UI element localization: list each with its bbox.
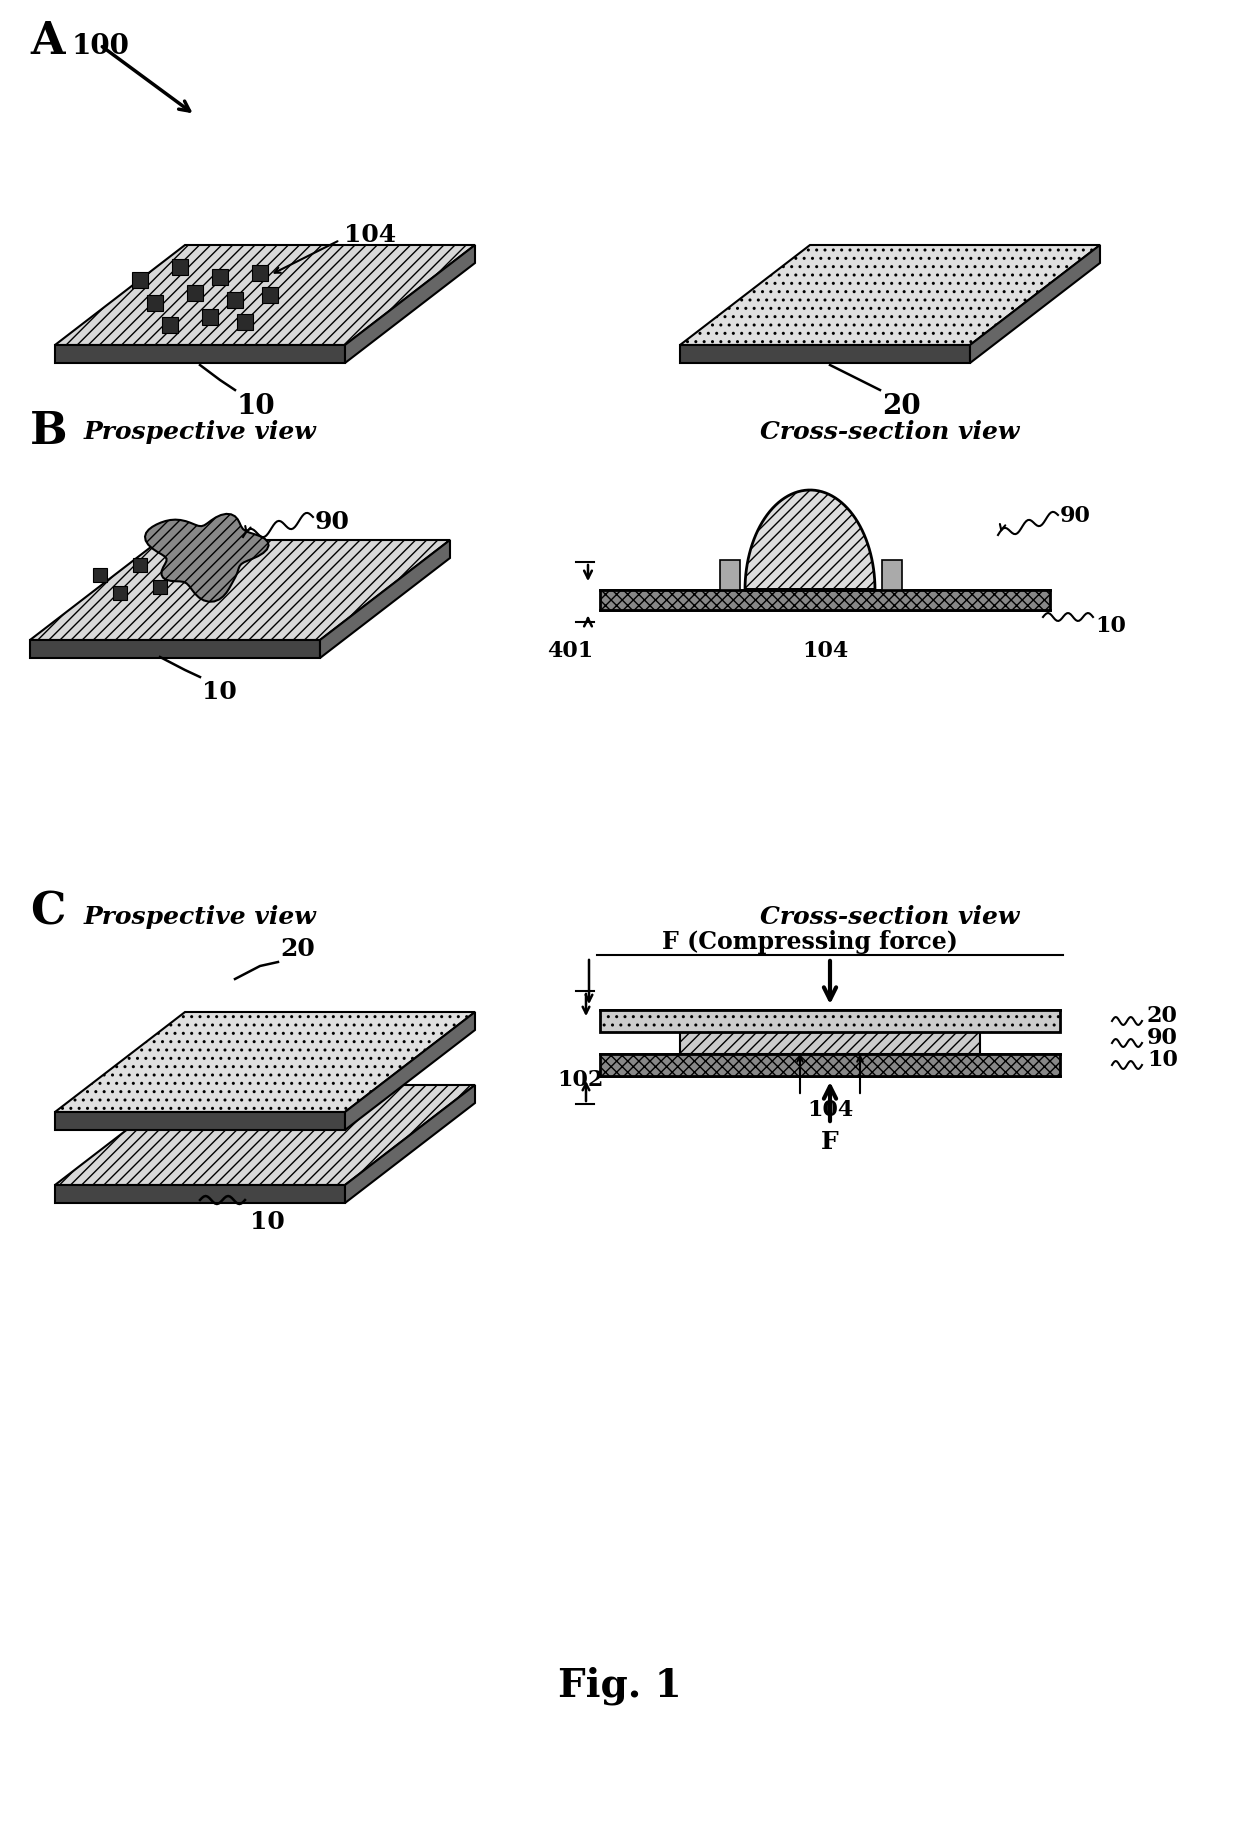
Text: Cross-section view: Cross-section view xyxy=(760,420,1019,443)
Bar xyxy=(720,560,740,589)
Text: 104: 104 xyxy=(343,223,396,246)
Bar xyxy=(227,292,243,308)
Polygon shape xyxy=(970,245,1100,363)
Text: 10: 10 xyxy=(1095,615,1126,637)
Polygon shape xyxy=(680,245,1100,345)
Text: F: F xyxy=(821,1130,839,1153)
Polygon shape xyxy=(55,1086,475,1184)
Text: 90: 90 xyxy=(1147,1027,1178,1049)
Text: 102: 102 xyxy=(558,1068,604,1091)
Bar xyxy=(680,1031,980,1055)
Bar xyxy=(133,558,148,571)
Bar xyxy=(202,308,218,325)
Bar xyxy=(162,318,179,332)
Polygon shape xyxy=(345,1086,475,1203)
Polygon shape xyxy=(55,1013,475,1111)
Bar xyxy=(212,268,228,285)
Text: 10: 10 xyxy=(250,1210,285,1234)
Bar xyxy=(882,560,901,589)
Bar xyxy=(237,314,253,330)
Polygon shape xyxy=(55,1111,345,1130)
Bar xyxy=(600,1009,1060,1031)
Bar xyxy=(252,265,268,281)
Text: 90: 90 xyxy=(1060,506,1091,527)
Polygon shape xyxy=(145,515,269,602)
Polygon shape xyxy=(345,1013,475,1130)
Polygon shape xyxy=(30,540,450,641)
Polygon shape xyxy=(320,540,450,659)
Text: 104: 104 xyxy=(802,641,848,662)
Text: 10: 10 xyxy=(237,392,275,420)
Text: Prospective view: Prospective view xyxy=(83,420,316,443)
Bar xyxy=(262,287,278,303)
Polygon shape xyxy=(55,345,345,363)
Text: B: B xyxy=(30,411,68,453)
Text: F (Compressing force): F (Compressing force) xyxy=(662,931,959,954)
Bar xyxy=(193,562,207,577)
Bar xyxy=(600,589,1050,610)
Text: C: C xyxy=(30,891,66,933)
Text: Cross-section view: Cross-section view xyxy=(760,905,1019,929)
Text: 10: 10 xyxy=(1147,1049,1178,1071)
Text: 10: 10 xyxy=(202,681,237,704)
Text: 90: 90 xyxy=(315,509,350,535)
Bar xyxy=(113,586,126,600)
Polygon shape xyxy=(745,491,875,589)
Text: Fig. 1: Fig. 1 xyxy=(558,1666,682,1705)
Text: 100: 100 xyxy=(72,33,130,60)
Text: 20: 20 xyxy=(280,936,315,962)
Bar xyxy=(172,259,188,276)
Bar xyxy=(148,296,162,310)
Bar xyxy=(93,568,107,582)
Text: 104: 104 xyxy=(807,1099,853,1121)
Polygon shape xyxy=(55,245,475,345)
Polygon shape xyxy=(680,345,970,363)
Text: 20: 20 xyxy=(1147,1006,1178,1027)
Bar xyxy=(600,1055,1060,1077)
Bar xyxy=(153,580,167,593)
Polygon shape xyxy=(345,245,475,363)
Text: Prospective view: Prospective view xyxy=(83,905,316,929)
Text: 401: 401 xyxy=(547,641,593,662)
Bar xyxy=(187,285,203,301)
Text: A: A xyxy=(30,20,64,64)
Polygon shape xyxy=(30,641,320,659)
Polygon shape xyxy=(55,1184,345,1203)
Bar xyxy=(131,272,148,288)
Text: 20: 20 xyxy=(882,392,920,420)
